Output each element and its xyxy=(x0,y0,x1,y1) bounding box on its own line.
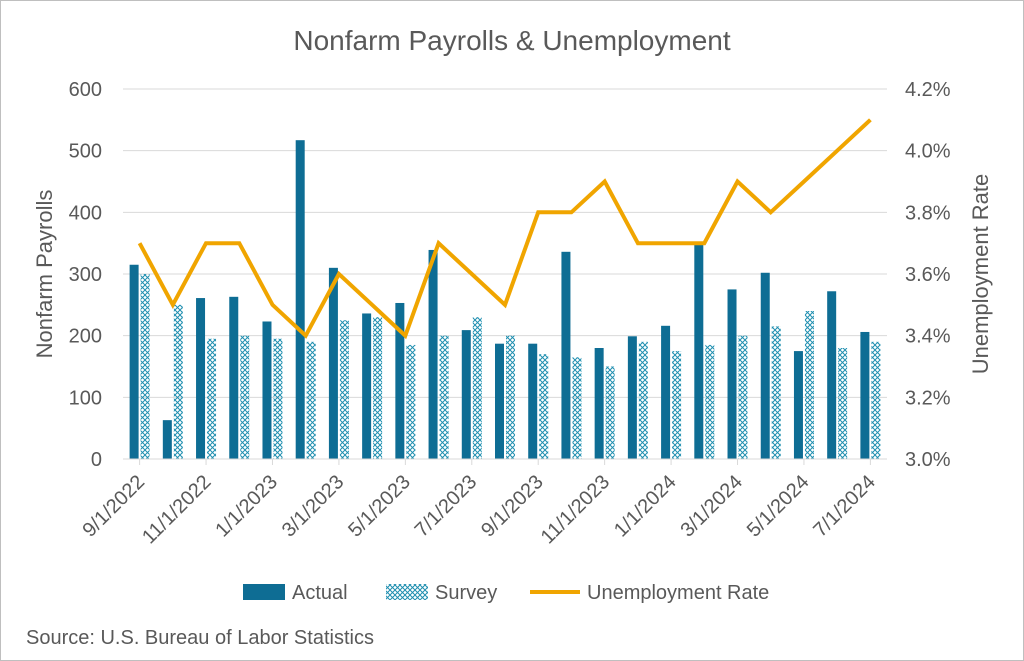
bar-survey xyxy=(838,348,848,459)
legend: Actual Survey Unemployment Rate xyxy=(243,582,769,604)
x-tick-label: 1/1/2023 xyxy=(211,471,282,542)
bar-actual xyxy=(694,243,704,459)
bar-actual xyxy=(428,249,438,459)
y-left-tick-label: 200 xyxy=(69,326,102,348)
bar-actual xyxy=(395,302,405,459)
bar-actual xyxy=(162,420,172,459)
y-right-tick-label: 3.8% xyxy=(905,202,951,224)
y-right-tick-label: 4.2% xyxy=(905,79,951,101)
x-tick-label: 7/1/2024 xyxy=(809,471,880,542)
bar-survey xyxy=(871,341,881,459)
unemployment-rate-line xyxy=(137,118,872,340)
bar-survey xyxy=(605,366,615,459)
bar-actual xyxy=(229,296,239,459)
bar-survey xyxy=(638,341,648,459)
bar-survey xyxy=(439,335,449,459)
bar-series xyxy=(129,140,881,459)
bar-actual xyxy=(727,289,737,459)
bar-survey xyxy=(705,344,715,459)
y-right-tick-label: 3.0% xyxy=(905,449,951,471)
legend-label-survey: Survey xyxy=(435,582,497,604)
y-right-tick-label: 3.6% xyxy=(905,264,951,286)
gridlines xyxy=(123,88,887,398)
source-note: Source: U.S. Bureau of Labor Statistics xyxy=(26,627,374,649)
y-left-tick-label: 0 xyxy=(91,449,102,471)
bar-actual xyxy=(627,336,637,459)
bar-survey xyxy=(539,354,549,459)
x-tick-label: 5/1/2023 xyxy=(344,471,415,542)
bar-actual xyxy=(528,343,538,459)
bar-actual xyxy=(661,325,671,459)
bar-actual xyxy=(295,140,305,459)
bar-survey xyxy=(572,357,582,459)
x-tick-label: 3/1/2023 xyxy=(278,471,349,542)
y-axis-right-label: Unemployment Rate xyxy=(968,174,993,375)
bar-survey xyxy=(506,335,515,459)
bar-actual xyxy=(129,264,139,459)
bar-survey xyxy=(672,351,682,459)
y-right-tick-label: 4.0% xyxy=(905,141,951,163)
bar-actual xyxy=(461,330,471,459)
bar-survey xyxy=(173,304,183,459)
bar-survey xyxy=(273,338,283,459)
x-tick-label: 5/1/2024 xyxy=(743,471,814,542)
y-right-tick-label: 3.4% xyxy=(905,326,951,348)
line-series xyxy=(137,118,872,340)
x-tick-label: 11/1/2023 xyxy=(537,471,614,548)
legend-swatch-actual xyxy=(243,584,285,600)
bar-actual xyxy=(793,351,803,459)
bar-survey xyxy=(207,338,217,459)
y-left-tick-label: 500 xyxy=(69,141,102,163)
chart-title: Nonfarm Payrolls & Unemployment xyxy=(293,25,730,56)
bar-actual xyxy=(196,298,206,459)
bar-survey xyxy=(406,344,416,459)
bar-actual xyxy=(827,291,837,459)
y-left-tick-label: 300 xyxy=(69,264,102,286)
y-left-tick-label: 600 xyxy=(69,79,102,101)
bar-actual xyxy=(561,251,571,459)
y-axis-left-label: Nonfarm Payrolls xyxy=(32,190,57,359)
bar-actual xyxy=(362,313,372,459)
x-tick-label: 7/1/2023 xyxy=(411,471,482,542)
bar-survey xyxy=(771,326,781,459)
legend-swatch-survey xyxy=(386,584,428,600)
bar-survey xyxy=(373,317,383,459)
bar-survey xyxy=(804,311,814,459)
x-tick-label: 3/1/2024 xyxy=(676,471,747,542)
y-right-tick-label: 3.2% xyxy=(905,387,951,409)
x-tick-label: 1/1/2024 xyxy=(610,471,681,542)
legend-label-actual: Actual xyxy=(292,582,348,604)
y-left-tick-label: 400 xyxy=(69,202,102,224)
legend-label-rate: Unemployment Rate xyxy=(587,582,769,604)
bar-actual xyxy=(760,272,770,459)
x-tick-label: 9/1/2023 xyxy=(477,471,548,542)
x-tick-label: 9/1/2022 xyxy=(79,471,150,542)
bar-survey xyxy=(306,341,316,459)
bar-survey xyxy=(339,320,349,459)
x-tick-label: 11/1/2022 xyxy=(138,471,215,548)
y-left-tick-label: 100 xyxy=(69,387,102,409)
bar-survey xyxy=(140,274,150,459)
bar-survey xyxy=(240,335,250,459)
bar-survey xyxy=(472,317,482,459)
bar-actual xyxy=(860,331,870,459)
bar-actual xyxy=(594,348,604,459)
bar-actual xyxy=(328,267,338,459)
bar-survey xyxy=(738,335,748,459)
bar-actual xyxy=(262,321,272,459)
bar-actual xyxy=(495,343,504,459)
